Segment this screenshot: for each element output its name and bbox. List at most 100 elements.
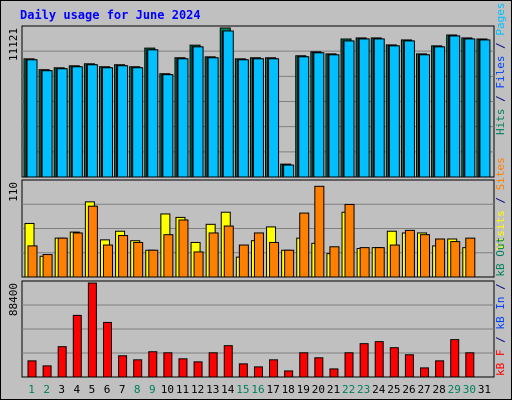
bar <box>253 366 263 378</box>
legend-entry: kB In <box>494 297 507 330</box>
bar <box>133 241 144 278</box>
x-tick-label: 22 <box>342 383 355 396</box>
x-tick-label: 23 <box>357 383 370 396</box>
bar <box>148 351 158 378</box>
bar <box>403 40 415 178</box>
bar <box>268 58 280 178</box>
bar <box>389 244 400 278</box>
x-tick-label: 25 <box>387 383 400 396</box>
bar <box>388 45 400 178</box>
x-tick-label: 15 <box>236 383 249 396</box>
x-tick-label: 16 <box>251 383 264 396</box>
legend: kB F / kB In / kB Out <box>494 237 507 376</box>
legend-separator: / <box>494 330 507 350</box>
bar <box>148 249 159 278</box>
bar <box>163 352 173 378</box>
bar <box>178 219 189 278</box>
bar <box>222 30 234 178</box>
bar <box>269 359 279 378</box>
y-tick-label: 88400 <box>7 283 20 316</box>
y-tick-label: 110 <box>7 182 20 202</box>
bar <box>252 58 264 178</box>
bar <box>253 232 264 278</box>
bar <box>27 360 37 378</box>
bar <box>42 365 52 378</box>
x-tick-label: 7 <box>119 383 126 396</box>
legend-separator: / <box>494 36 507 56</box>
x-tick-label: 13 <box>206 383 219 396</box>
bar <box>404 354 414 378</box>
bar <box>420 367 430 378</box>
bar <box>329 246 340 278</box>
bar <box>434 46 446 178</box>
bar <box>27 245 38 278</box>
legend: Visits / Sites <box>494 157 507 250</box>
bar <box>449 35 461 178</box>
bar <box>314 357 324 378</box>
legend-entry: kB F <box>494 350 507 377</box>
x-tick-label: 30 <box>463 383 476 396</box>
bar <box>72 232 83 278</box>
bar <box>465 237 476 278</box>
legend-separator: / <box>494 89 507 109</box>
legend-entry: Visits <box>494 210 507 250</box>
x-tick-label: 28 <box>433 383 446 396</box>
bar <box>238 244 249 278</box>
x-tick-label: 31 <box>478 383 491 396</box>
bar <box>435 238 446 278</box>
x-tick-label: 14 <box>221 383 235 396</box>
x-tick-label: 9 <box>149 383 156 396</box>
bar <box>359 247 370 278</box>
bar <box>314 185 325 278</box>
x-tick-label: 1 <box>28 383 35 396</box>
bar <box>419 54 431 178</box>
bar <box>177 58 189 178</box>
legend-entry: kB Out <box>494 237 507 277</box>
bar <box>72 314 82 378</box>
x-tick-label: 26 <box>402 383 415 396</box>
x-tick-label: 3 <box>58 383 65 396</box>
legend: Hits / Files / Pages <box>494 3 507 136</box>
legend-entry: Hits <box>494 109 507 136</box>
bar <box>313 52 325 178</box>
bar <box>374 341 384 378</box>
bar <box>269 241 280 278</box>
x-tick-label: 2 <box>43 383 50 396</box>
x-tick-label: 27 <box>417 383 430 396</box>
bar <box>284 249 295 278</box>
bar <box>298 56 310 178</box>
bar <box>435 360 445 378</box>
x-tick-label: 19 <box>297 383 310 396</box>
x-tick-label: 4 <box>74 383 81 396</box>
bar <box>192 46 204 178</box>
bar <box>284 370 294 378</box>
bar <box>373 38 385 178</box>
bar <box>132 67 144 178</box>
x-tick-label: 24 <box>372 383 386 396</box>
bar <box>163 234 174 278</box>
bar <box>389 347 399 378</box>
bar <box>178 358 188 378</box>
x-tick-label: 21 <box>327 383 340 396</box>
bar <box>87 282 97 378</box>
chart-title: Daily usage for June 2024 <box>20 8 201 22</box>
bar <box>118 355 128 378</box>
bar <box>87 205 98 278</box>
bar <box>102 321 112 378</box>
bar <box>147 49 159 178</box>
bar <box>450 339 460 378</box>
bar <box>208 232 219 278</box>
y-tick-label: 11121 <box>7 28 20 61</box>
bar <box>162 74 174 178</box>
bar <box>358 38 370 178</box>
legend-entry: Sites <box>494 157 507 190</box>
x-tick-label: 20 <box>312 383 325 396</box>
x-tick-label: 29 <box>448 383 461 396</box>
bar <box>133 359 143 378</box>
bar <box>344 352 354 378</box>
x-tick-label: 6 <box>104 383 111 396</box>
x-tick-label: 18 <box>282 383 295 396</box>
bar <box>118 235 129 278</box>
bar <box>329 368 339 378</box>
